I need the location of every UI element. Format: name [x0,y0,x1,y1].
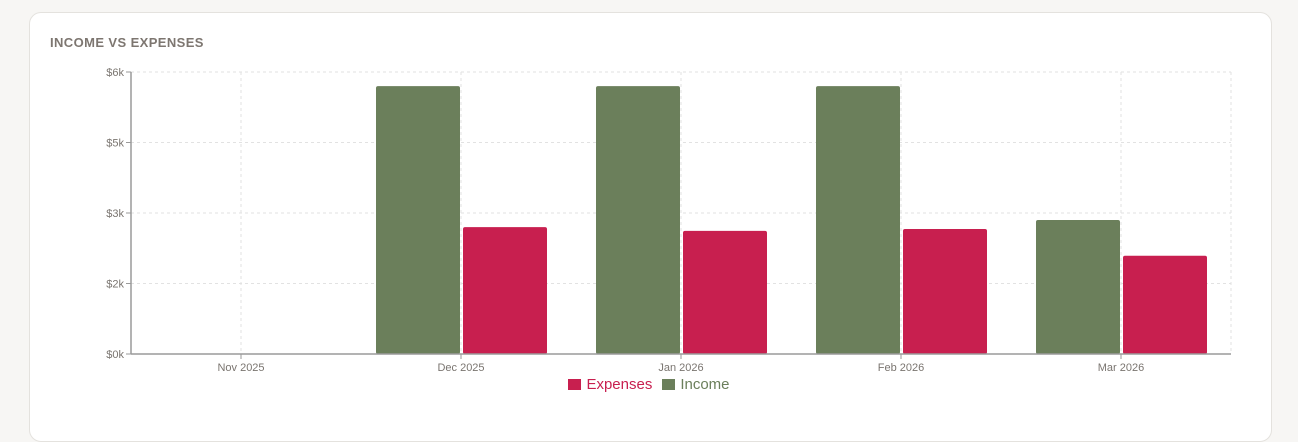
x-tick-label: Jan 2026 [658,362,703,374]
legend-label: Income [680,376,730,393]
y-tick-label: $5k [106,138,124,150]
x-tick-label: Feb 2026 [878,362,924,374]
bar-income [376,86,460,354]
chart-legend: Expenses Income [0,376,1298,393]
legend-swatch-icon [662,379,676,390]
x-tick-label: Mar 2026 [1098,362,1144,374]
bar-expenses [1123,255,1207,354]
y-tick-label: $6k [106,67,124,79]
y-tick-label: $3k [106,208,124,220]
bar-chart: $0k $2k $3k $5k $6k Nov 2025 Dec 2025 Jan 2026 F… [106,67,1232,374]
x-tick-label: Dec 2025 [437,362,484,374]
bar-expenses [463,227,547,354]
legend-item-income[interactable]: Income [662,376,730,393]
legend-swatch-icon [568,379,582,390]
y-tick-label: $0k [106,349,124,361]
card-title: INCOME VS EXPENSES [50,35,204,50]
bar-income [596,86,680,354]
bar-expenses [903,228,987,354]
bar-expenses [683,230,767,354]
y-tick-label: $2k [106,279,124,291]
legend-label: Expenses [586,376,653,393]
legend-item-expenses[interactable]: Expenses [568,376,652,393]
x-tick-label: Nov 2025 [217,362,264,374]
bar-income [816,86,900,354]
bar-income [1036,220,1120,354]
